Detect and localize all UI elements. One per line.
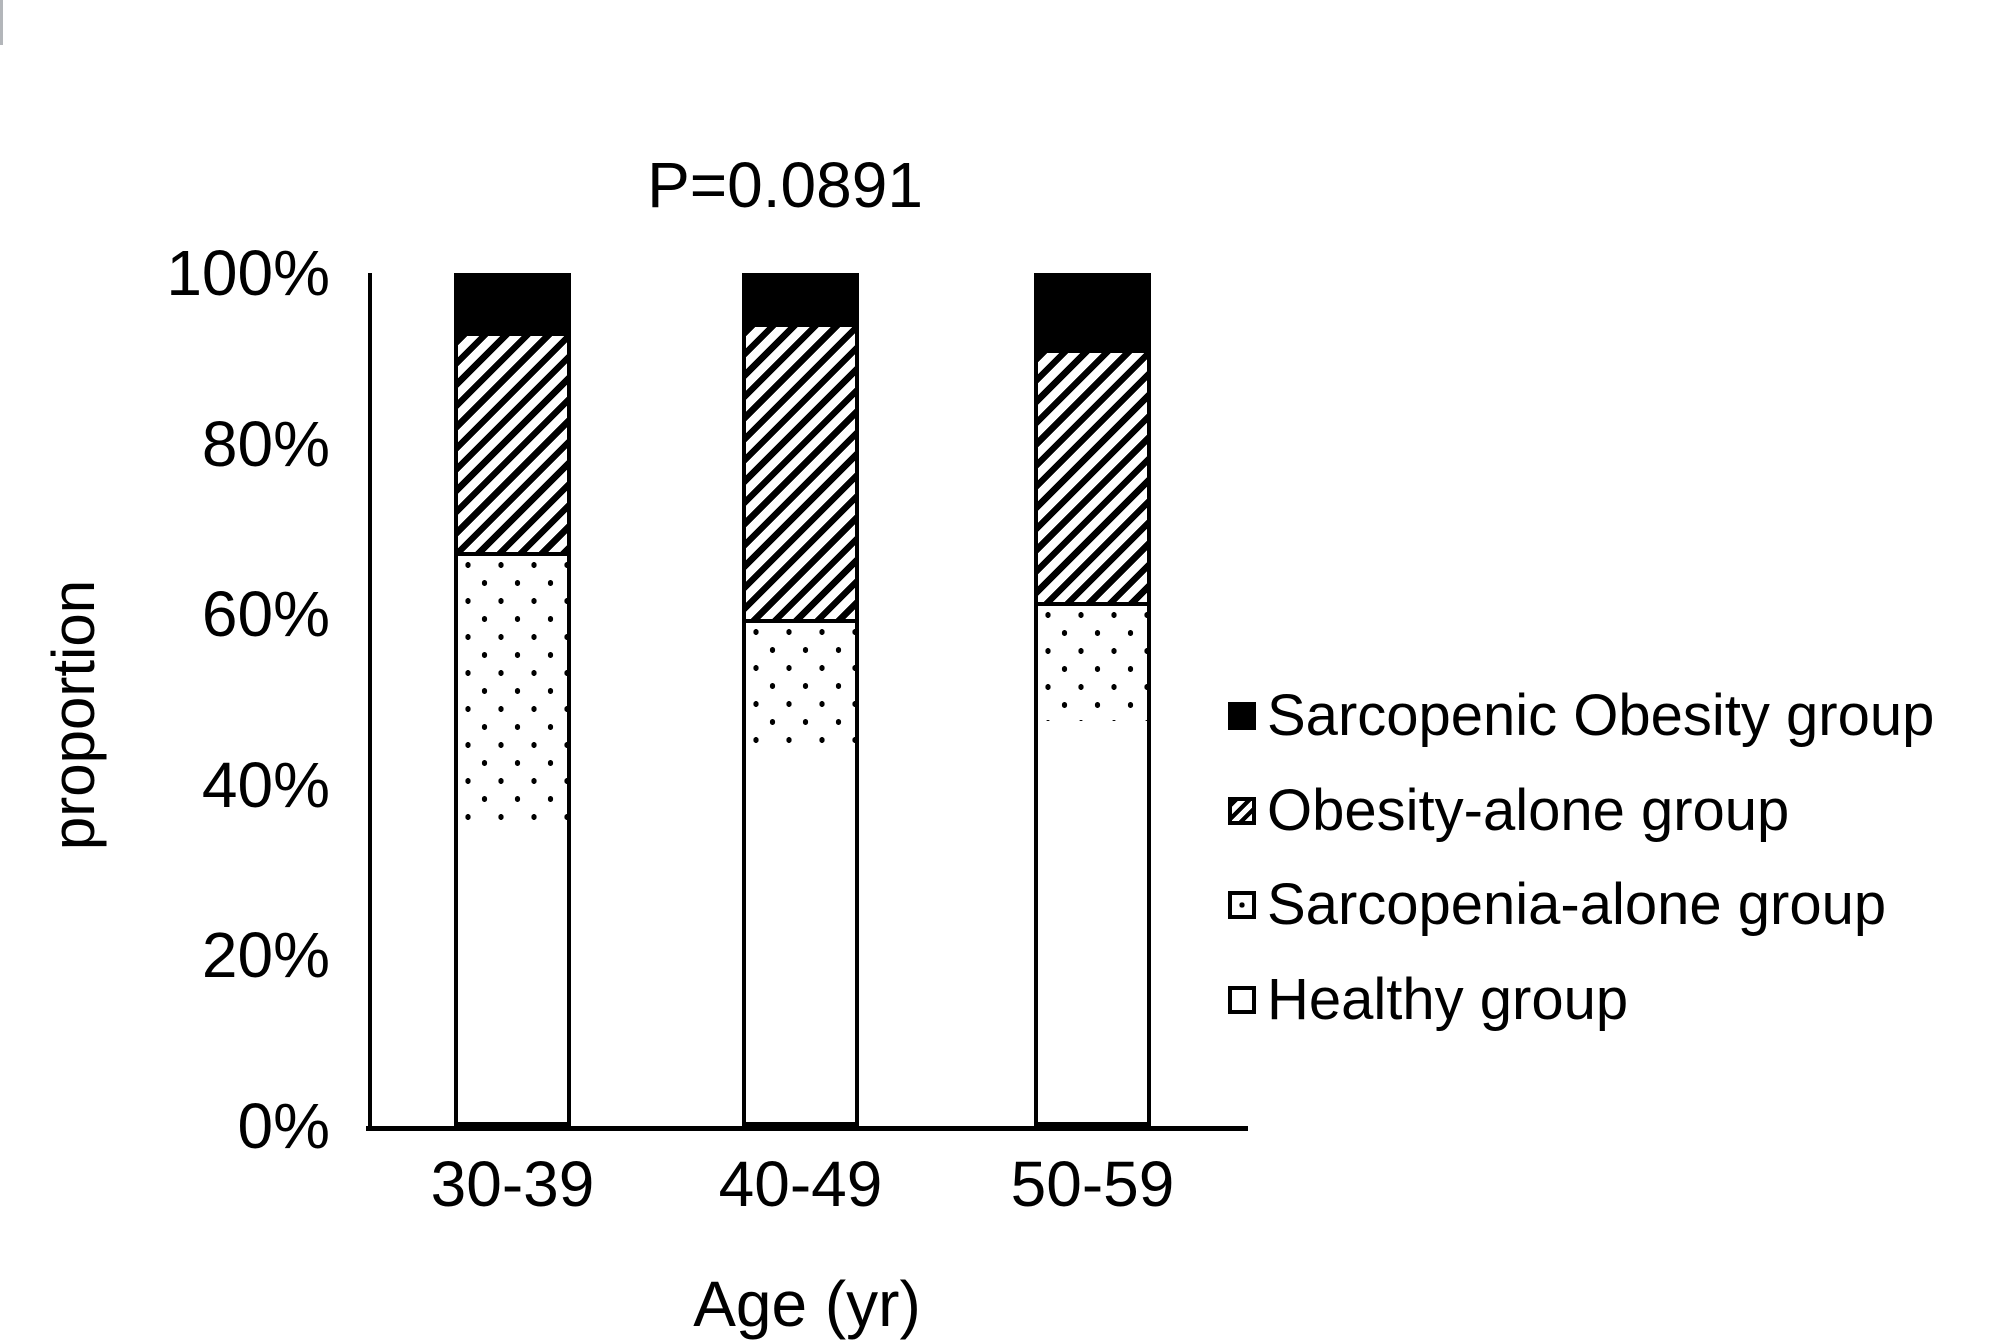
bar-30-39: [454, 273, 571, 1126]
x-axis-line: [366, 1126, 1248, 1131]
segment-healthy-group-50-59: [1038, 720, 1147, 1122]
x-tick-label-50-59: 50-59: [1010, 1148, 1175, 1220]
segment-healthy-group-40-49: [746, 750, 855, 1122]
segment-obesity-alone-group-40-49: [746, 323, 855, 620]
y-tick-label-0: 0%: [237, 1090, 331, 1162]
segment-sarcopenia-alone-group-50-59: [1038, 602, 1147, 721]
legend-marker-white-swatch: [1228, 986, 1256, 1014]
x-axis-title: Age (yr): [693, 1268, 921, 1340]
legend-item-healthy-group: Healthy group: [1228, 968, 1628, 1032]
segment-sarcopenic-obesity-group-40-49: [746, 277, 855, 324]
segment-sarcopenic-obesity-group-30-39: [458, 277, 567, 332]
bar-40-49: [742, 273, 859, 1126]
p-value-annotation: P=0.0891: [647, 149, 923, 221]
legend-label: Healthy group: [1267, 967, 1629, 1032]
legend-label: Obesity-alone group: [1267, 778, 1790, 843]
y-axis-title: proportion: [40, 579, 107, 851]
legend-label: Sarcopenia-alone group: [1267, 872, 1887, 937]
x-tick-label-30-39: 30-39: [430, 1148, 595, 1220]
y-axis-line: [368, 273, 372, 1131]
y-tick-label-100: 100%: [166, 237, 330, 309]
legend-marker-stripes-swatch: [1228, 797, 1256, 825]
segment-obesity-alone-group-30-39: [458, 331, 567, 552]
y-tick-label-60: 60%: [201, 578, 330, 651]
bar-50-59: [1034, 273, 1151, 1126]
segment-sarcopenic-obesity-group-50-59: [1038, 277, 1147, 349]
legend-item-sarcopenia-alone-group: Sarcopenia-alone group: [1228, 873, 1886, 937]
x-tick-label-40-49: 40-49: [718, 1148, 883, 1220]
segment-healthy-group-30-39: [458, 822, 567, 1122]
legend-marker-dots-swatch: [1228, 891, 1256, 919]
segment-sarcopenia-alone-group-30-39: [458, 551, 567, 823]
legend-label: Sarcopenic Obesity group: [1267, 683, 1935, 748]
screen-edge-artifact: [0, 0, 3, 45]
segment-obesity-alone-group-50-59: [1038, 348, 1147, 603]
legend-item-obesity-alone-group: Obesity-alone group: [1228, 779, 1789, 843]
legend-marker-black-swatch: [1228, 702, 1256, 730]
segment-sarcopenia-alone-group-40-49: [746, 619, 855, 751]
y-tick-label-40: 40%: [201, 748, 330, 821]
legend-item-sarcopenic-obesity-group: Sarcopenic Obesity group: [1228, 684, 1934, 748]
y-tick-label-20: 20%: [201, 919, 330, 992]
y-tick-label-80: 80%: [201, 407, 330, 480]
